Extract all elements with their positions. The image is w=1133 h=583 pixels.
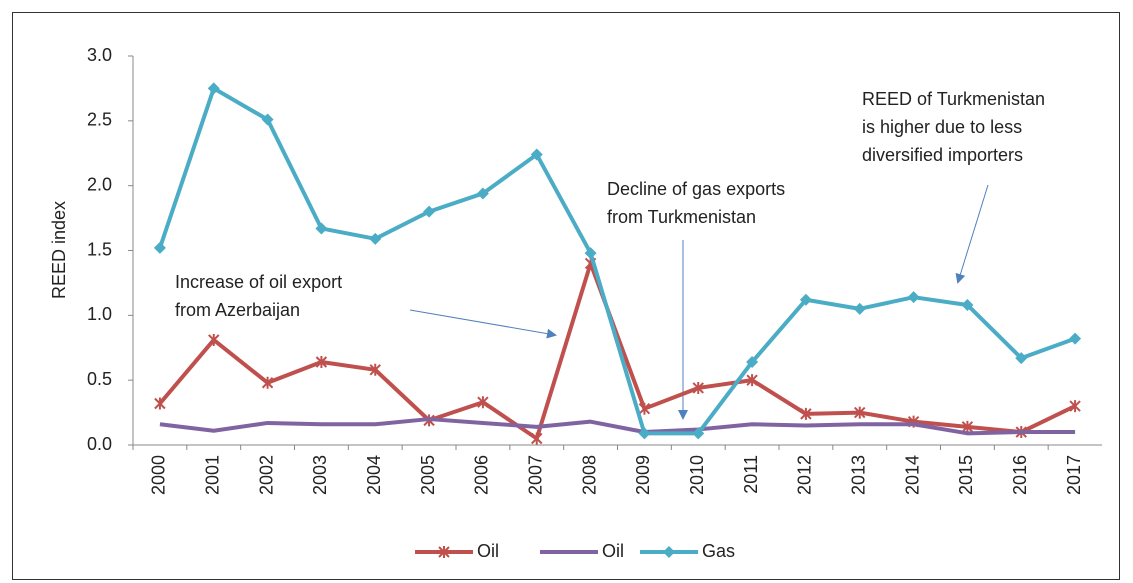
annotation: diversified importers xyxy=(862,145,1023,165)
point-marker xyxy=(799,293,812,306)
point-marker xyxy=(315,356,328,369)
annotation: REED of Turkmenistan xyxy=(862,89,1045,109)
legend-label: Oil xyxy=(477,541,499,561)
x-tick-label: 2009 xyxy=(633,455,653,495)
point-marker xyxy=(1069,400,1081,413)
point-marker xyxy=(369,232,382,245)
series-line xyxy=(159,417,1076,436)
y-tick-label: 1.0 xyxy=(87,304,112,324)
x-tick-label: 2016 xyxy=(1010,455,1030,495)
point-marker xyxy=(800,407,812,420)
x-tick-label: 2003 xyxy=(310,455,330,495)
annotation-arrow xyxy=(409,309,557,339)
annotation: Increase of oil export xyxy=(175,272,342,292)
legend-label: Gas xyxy=(702,541,735,561)
point-marker xyxy=(261,376,274,389)
chart-border xyxy=(12,12,1120,580)
y-tick-label: 2.5 xyxy=(87,110,112,130)
point-marker xyxy=(531,432,543,445)
legend-marker xyxy=(438,546,450,558)
series-line xyxy=(158,86,1076,436)
point-marker xyxy=(584,247,597,260)
y-axis-title: REED index xyxy=(49,201,69,299)
point-marker xyxy=(153,241,166,254)
point-marker xyxy=(692,427,705,440)
x-tick-label: 2015 xyxy=(956,455,976,495)
y-tick-label: 0.5 xyxy=(87,369,112,389)
x-tick-label: 2006 xyxy=(472,455,492,495)
point-marker xyxy=(207,82,220,95)
annotation: from Turkmenistan xyxy=(607,207,756,227)
point-marker xyxy=(961,420,974,433)
annotation: from Azerbaijan xyxy=(175,300,300,320)
x-tick-label: 2013 xyxy=(849,455,869,495)
point-marker xyxy=(692,381,704,394)
point-marker xyxy=(477,396,489,409)
point-marker xyxy=(638,427,651,440)
point-marker xyxy=(638,402,651,415)
legend-marker xyxy=(663,546,675,558)
point-marker xyxy=(476,187,489,200)
point-marker xyxy=(1015,352,1028,365)
x-tick-label: 2004 xyxy=(364,455,384,495)
series-line xyxy=(158,261,1076,441)
point-marker xyxy=(369,363,381,376)
x-tick-label: 2010 xyxy=(687,455,707,495)
y-tick-label: 0.0 xyxy=(87,434,112,454)
point-marker xyxy=(530,148,543,161)
x-tick-label: 2012 xyxy=(795,455,815,495)
point-marker xyxy=(746,374,758,387)
x-tick-label: 2007 xyxy=(526,455,546,495)
point-marker xyxy=(961,298,974,311)
point-marker xyxy=(746,356,759,369)
x-tick-label: 2005 xyxy=(418,455,438,495)
point-marker xyxy=(208,333,220,346)
x-tick-label: 2017 xyxy=(1064,455,1084,495)
annotation: is higher due to less xyxy=(862,117,1022,137)
point-marker xyxy=(315,222,328,235)
x-tick-label: 2002 xyxy=(256,455,276,495)
point-marker xyxy=(854,406,866,419)
annotation-arrow xyxy=(955,184,989,284)
point-marker xyxy=(261,113,274,126)
y-tick-label: 3.0 xyxy=(87,45,112,65)
legend-label: Oil xyxy=(602,541,624,561)
x-tick-label: 2008 xyxy=(579,455,599,495)
point-marker xyxy=(853,302,866,315)
point-marker xyxy=(423,205,436,218)
point-marker xyxy=(907,291,920,304)
x-tick-label: 2001 xyxy=(203,455,223,495)
y-tick-label: 1.5 xyxy=(87,239,112,259)
y-tick-label: 2.0 xyxy=(87,174,112,194)
annotation: Decline of gas exports xyxy=(607,179,785,199)
x-tick-label: 2000 xyxy=(149,455,169,495)
x-tick-label: 2014 xyxy=(902,455,922,495)
point-marker xyxy=(1069,332,1082,345)
x-tick-label: 2011 xyxy=(741,455,761,494)
point-marker xyxy=(154,397,166,410)
